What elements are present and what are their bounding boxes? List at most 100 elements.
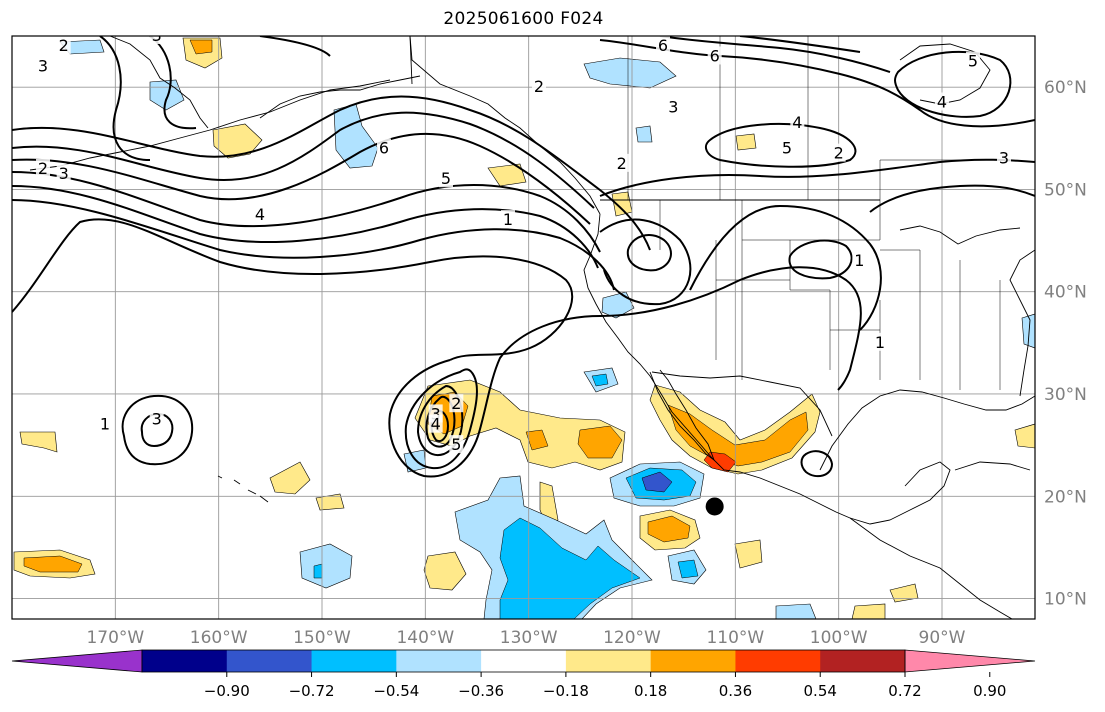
contour-label: 1 <box>875 333 885 352</box>
contour-label: 5 <box>782 139 792 158</box>
shade-negative <box>583 57 677 89</box>
contour-label: 5 <box>441 169 451 188</box>
coastline-west-coast <box>583 213 851 519</box>
contour-label: 1 <box>100 415 110 434</box>
contour-label: 5 <box>451 435 461 454</box>
contour-line <box>869 184 1035 213</box>
coastline-gulf <box>819 389 1035 471</box>
contour-label-bg <box>98 414 112 433</box>
contour-label: 3 <box>152 410 162 429</box>
contour-label-bg <box>790 112 805 131</box>
border-alaska-canada <box>409 36 413 85</box>
colorbar-tick-label: 0.36 <box>719 682 752 700</box>
gridlines-layer <box>12 36 1035 619</box>
contour-label-bg <box>873 332 887 351</box>
shade-positive <box>315 493 345 511</box>
colorbar-segment <box>226 650 313 672</box>
contour-label-bg <box>707 46 722 65</box>
contour-label-bg <box>666 97 681 116</box>
coastline-layer <box>29 36 1035 619</box>
contour-label: 6 <box>710 46 720 65</box>
contour-label: 2 <box>534 77 544 96</box>
lat-tick-label: 20°N <box>1044 487 1087 507</box>
contour-label: 4 <box>255 205 265 224</box>
contour-label: 6 <box>379 139 389 158</box>
coastline-central-america <box>849 517 1013 619</box>
contour-line <box>12 218 574 361</box>
coastline-great-lakes <box>899 225 1021 245</box>
contour-label: 1 <box>854 251 864 270</box>
coastline-hawaii <box>217 475 269 503</box>
contour-label-bg <box>377 138 391 157</box>
lat-tick-label: 60°N <box>1044 78 1087 98</box>
contour-label-bg <box>56 36 71 55</box>
contour-label: 2 <box>59 36 69 55</box>
contour-line <box>704 123 857 168</box>
contour-line <box>149 36 197 130</box>
contour-label-bg <box>966 51 980 70</box>
coastline-baja <box>649 369 715 462</box>
lon-tick-label: 120°W <box>603 628 661 648</box>
contour-label-bg <box>36 158 50 177</box>
shade-negative-strong <box>499 517 641 619</box>
lon-tick-label: 100°W <box>810 628 868 648</box>
shade-positive <box>487 163 527 187</box>
colorbar-segment <box>650 650 736 672</box>
contour-label-bg <box>501 210 515 229</box>
contour-label: 3 <box>668 98 678 117</box>
coastline-alaska <box>409 36 601 215</box>
contour-label: 2 <box>38 159 48 178</box>
contour-label: 6 <box>658 36 668 55</box>
contour-line <box>689 204 882 331</box>
colorbar-segment <box>142 650 228 672</box>
contour-label-bg <box>56 164 71 183</box>
colorbar-extend-low <box>11 649 143 673</box>
border-us-states <box>659 200 1001 390</box>
coastline-alaska-peninsula <box>259 75 421 119</box>
colorbar-tick-label: 0.90 <box>973 682 1006 700</box>
contour-line <box>599 158 1035 197</box>
contour-label: 3 <box>431 404 441 423</box>
shade-negative <box>149 79 185 111</box>
contour-line <box>12 199 615 291</box>
colorbar-tick-label: 0.54 <box>804 682 837 700</box>
shade-negative <box>601 291 635 319</box>
lat-tick-label: 50°N <box>1044 180 1087 200</box>
lat-tick-label: 10°N <box>1044 590 1087 610</box>
contour-line <box>626 234 672 272</box>
contour-line <box>599 39 1035 128</box>
contour-label: 1 <box>503 210 513 229</box>
contour-label-bg <box>532 77 546 96</box>
contour-line <box>259 36 331 57</box>
lon-tick-label: 170°W <box>86 628 144 648</box>
lon-tick-label: 90°W <box>919 628 966 648</box>
contour-label-bg <box>253 204 267 223</box>
contour-label: 4 <box>431 415 441 434</box>
shade-positive <box>889 583 919 603</box>
shade-positive <box>269 461 311 495</box>
shade-positive <box>1014 423 1035 449</box>
contour-line <box>800 450 834 478</box>
lat-tick-label: 30°N <box>1044 385 1087 405</box>
contour-label: 5 <box>968 52 978 71</box>
contour-label: 4 <box>792 113 802 132</box>
lon-tick-label: 110°W <box>706 628 764 648</box>
contour-label: 2 <box>834 144 844 163</box>
lat-tick-label: 40°N <box>1044 283 1087 303</box>
longitude-labels: 170°W 160°W 150°W 140°W 130°W 120°W 110°W 100°W… <box>86 628 965 648</box>
latitude-labels: 10°N 20°N 30°N 40°N 50°N 60°N <box>1044 78 1087 609</box>
shade-negative-strong <box>313 563 323 579</box>
contour-line <box>599 218 692 306</box>
contour-line <box>12 95 651 251</box>
colorbar-tick-label: −0.90 <box>204 682 250 700</box>
contour-label: 3 <box>152 26 162 45</box>
location-marker-layer <box>705 497 724 516</box>
contour-label-bg <box>997 148 1011 167</box>
location-marker <box>705 497 724 516</box>
shade-negative-strong <box>591 373 609 387</box>
plot-title: 2025061600 F024 <box>443 9 604 29</box>
lon-tick-label: 150°W <box>293 628 351 648</box>
colorbar-segment <box>565 650 652 672</box>
